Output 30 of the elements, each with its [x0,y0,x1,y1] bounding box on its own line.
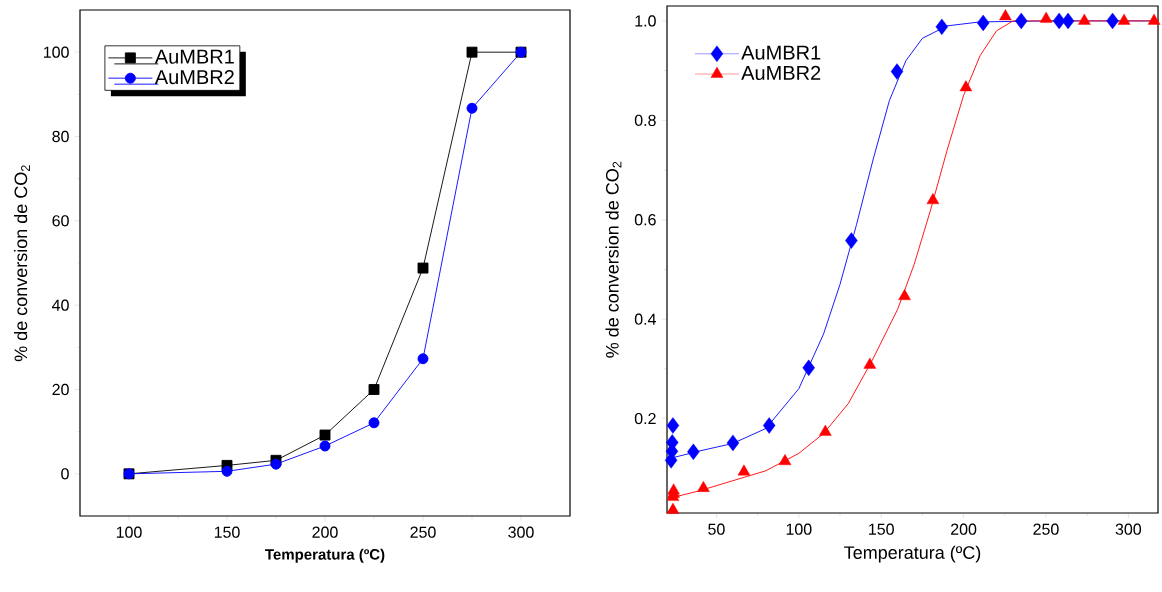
x-tick-label: 100 [786,523,812,535]
legend-label: AuMBR1 [741,45,821,60]
x-tick-label: 200 [312,526,338,538]
legend-label: AuMBR2 [154,69,234,85]
x-tick-label: 150 [214,526,240,538]
y-tick-label: 80 [52,130,69,143]
y-tick-label: 0 [61,468,69,480]
y-tick-label: 0.4 [634,313,656,325]
legend-label: AuMBR2 [741,65,821,80]
y-tick-label: 40 [52,299,69,311]
x-tick-label: 150 [869,523,894,535]
y-tick-label: 1.0 [635,15,656,27]
x-tick-label: 100 [116,526,142,538]
y-tick-label: 20 [52,383,69,396]
x-tick-label: 300 [1115,523,1142,535]
x-axis-title: Temperatura (ºC) [844,545,981,563]
x-axis-title: Temperatura (ºC) [265,548,385,563]
x-tick-label: 300 [508,526,534,538]
legend-label: AuMBR1 [154,49,234,64]
y-axis-title: % de conversion de CO$_{2}$ [605,161,622,358]
y-tick-label: 100 [43,46,69,58]
x-tick-label: 250 [1033,523,1059,535]
x-tick-label: 200 [951,523,977,535]
x-tick-label: 250 [410,526,436,538]
y-tick-label: 0.8 [634,114,656,126]
y-tick-label: 0.2 [634,412,656,425]
y-tick-label: 0.6 [634,214,656,226]
x-tick-label: 50 [708,523,725,535]
y-axis-title: % de conversion de CO$_{2}$ [14,165,30,362]
y-tick-label: 60 [52,215,69,227]
